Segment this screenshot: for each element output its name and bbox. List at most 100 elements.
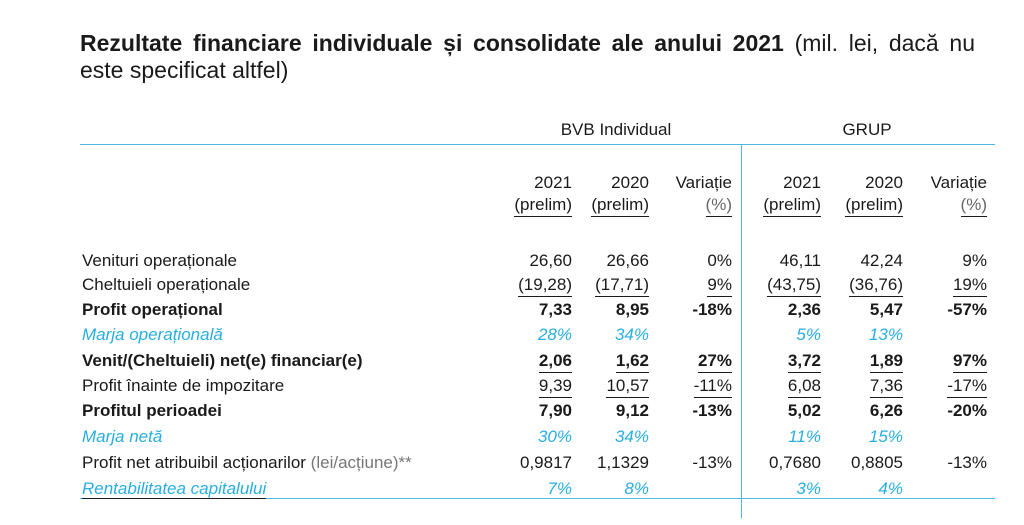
table-cell: 6,08 [787,375,821,398]
column-header-sub: (prelim) [763,194,821,217]
row-label-text: Profit înainte de impozitare [82,376,285,395]
table-cell: 11% [788,427,821,446]
row-label: Marja operațională [82,324,223,346]
table-cell: 2,36 [787,300,821,319]
column-header-year: 2021 [534,173,572,192]
table-cell: 6,26 [869,401,903,420]
table-cell: 42,24 [860,251,903,270]
table-cell: -11% [693,375,732,398]
table-cell: 0,8805 [851,453,903,472]
table-cell: 7% [547,479,572,498]
title-note: (mil. lei, dacă nu este specificat altfe… [80,30,975,83]
column-header-sub: (prelim) [514,194,572,217]
table-cell: 8% [624,479,649,498]
table-cell: 0% [707,251,732,270]
table-cell: -13% [692,453,732,472]
title-main: Rezultate financiare individuale și cons… [80,30,784,56]
table-cell: 9,39 [538,375,572,398]
table-cell: 3,72 [787,350,821,373]
group-header-individual: BVB Individual [560,120,672,139]
column-header-sub: (%) [705,194,732,217]
table-cell: 26,60 [529,251,572,270]
report-title: Rezultate financiare individuale și cons… [80,30,975,84]
column-header: 2021 (prelim) [514,172,572,217]
table-cell: (17,71) [595,274,649,297]
table-row: Cheltuieli operaționale (19,28) (17,71) 9% (… [0,274,1024,299]
row-label: Marja netă [82,426,162,448]
table-row: Profit net atribuibil acționarilor (lei/… [0,452,1024,477]
row-label-text: Venit/(Cheltuieli) net(e) financiar(e) [82,351,363,370]
row-label-suffix: (lei/acțiune)** [305,453,412,472]
column-header-sub: (%) [960,194,987,217]
table-cell: 19% [952,274,987,297]
table-cell: 0,9817 [520,453,572,472]
table-cell: 1,1329 [597,453,649,472]
column-header: 2020 (prelim) [845,172,903,217]
table-cell: 9,12 [615,401,649,420]
column-header-year: 2020 [611,173,649,192]
table-cell: 4% [878,479,903,498]
row-label-text: Marja netă [82,427,163,446]
table-cell: 5,47 [869,300,903,319]
column-header-year: Variație [930,173,987,192]
table-row: Venituri operaționale 26,60 26,66 0% 46,11 42… [0,250,1024,275]
table-cell: 13% [868,325,903,344]
table-row: Marja netă 30% 34% 11% 15% [0,426,1024,451]
table-cell: 7,36 [869,375,903,398]
table-cell: -20% [947,401,987,420]
row-label-text: Cheltuieli operaționale [82,275,251,294]
table-cell: 9% [962,251,987,270]
table-cell: 30% [537,427,572,446]
table-cell: -57% [947,300,987,319]
row-label: Venit/(Cheltuieli) net(e) financiar(e) [82,350,363,372]
column-header: Variație (%) [931,172,987,217]
table-cell: -13% [947,453,987,472]
row-label: Rentabilitatea capitalului [82,478,267,500]
row-label-text: Venituri operaționale [82,251,238,270]
column-header: Variație (%) [676,172,732,217]
row-label: Profit net atribuibil acționarilor (lei/… [82,452,412,474]
table-cell: 27% [697,350,732,373]
table-bottom-divider [80,498,995,499]
row-label: Profit operațional [82,299,223,321]
row-label: Venituri operaționale [82,250,237,272]
table-cell: 5% [796,325,821,344]
table-row: Venit/(Cheltuieli) net(e) financiar(e) 2,… [0,350,1024,375]
table-top-divider [80,144,995,145]
table-cell: 5,02 [787,401,821,420]
column-header-year: 2021 [783,173,821,192]
table-cell: 26,66 [606,251,649,270]
row-label: Profitul perioadei [82,400,222,422]
table-cell: 3% [796,479,821,498]
table-cell: 7,33 [538,300,572,319]
column-header: 2021 (prelim) [763,172,821,217]
table-row: Rentabilitatea capitalului 7% 8% 3% 4% [0,478,1024,503]
table-row: Profit operațional 7,33 8,95 -18% 2,36 5,47 -5… [0,299,1024,324]
row-label-text: Profitul perioadei [82,401,222,420]
row-label: Cheltuieli operaționale [82,274,250,296]
table-cell: 10,57 [606,375,649,398]
column-header-sub: (prelim) [591,194,649,217]
table-row: Profitul perioadei 7,90 9,12 -13% 5,02 6,26 -2… [0,400,1024,425]
table-cell: -17% [947,375,987,398]
row-label-text: Marja operațională [82,325,223,344]
table-cell: 7,90 [538,401,572,420]
row-label: Profit înainte de impozitare [82,375,284,397]
table-cell: 15% [868,427,903,446]
table-cell: 1,62 [615,350,649,373]
table-cell: 1,89 [869,350,903,373]
table-cell: 9% [707,274,732,297]
table-row: Marja operațională 28% 34% 5% 13% [0,324,1024,349]
table-cell: -13% [692,401,732,420]
row-label-text: Rentabilitatea capitalului [82,479,267,499]
group-separator-line [741,144,742,518]
group-header-group: GRUP [842,120,892,139]
row-label-text: Profit operațional [82,300,223,319]
table-cell: (36,76) [849,274,903,297]
table-cell: 34% [614,325,649,344]
table-cell: -18% [692,300,732,319]
table-row: Profit înainte de impozitare 9,39 10,57 -11… [0,375,1024,400]
column-header: 2020 (prelim) [591,172,649,217]
table-cell: 46,11 [779,251,821,270]
table-cell: 0,7680 [769,453,821,472]
